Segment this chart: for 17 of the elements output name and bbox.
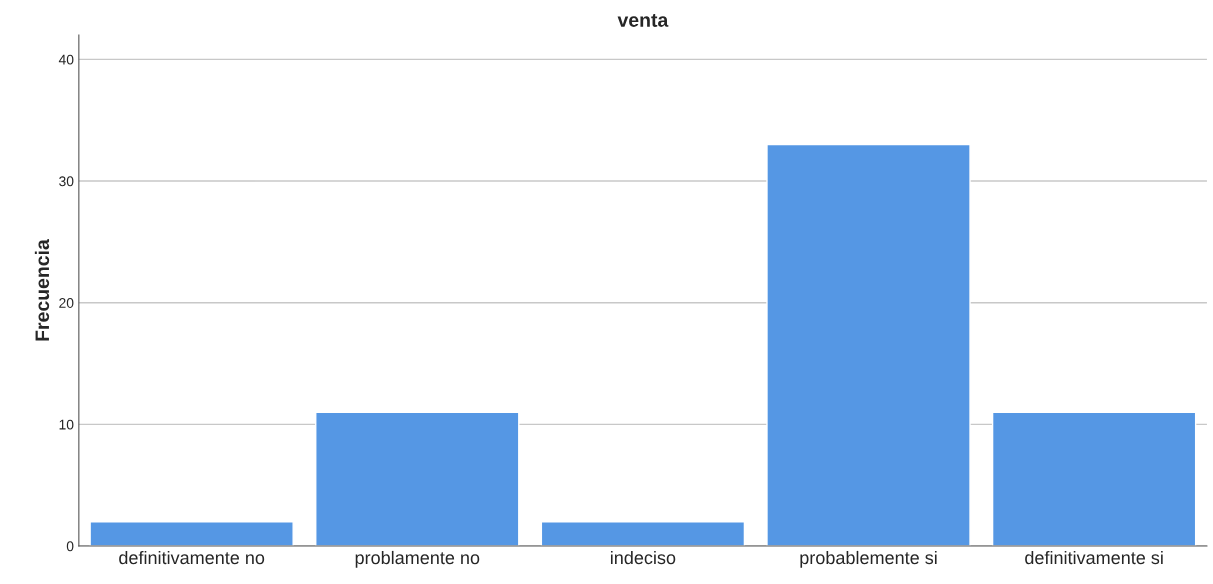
y-tick-label: 0	[66, 541, 74, 552]
x-tick-label: problamente no	[355, 550, 480, 568]
x-tick-label: definitivamente si	[1025, 550, 1163, 565]
x-tick-label: indeciso	[610, 550, 676, 565]
bar	[540, 521, 746, 547]
y-tick-label: 20	[59, 298, 74, 308]
bar	[89, 521, 294, 547]
chart-title: venta	[617, 14, 669, 27]
y-tick-label: 30	[59, 176, 74, 187]
bar	[991, 411, 1197, 547]
y-axis-title: Frecuencia	[34, 239, 50, 341]
y-tick-label: 10	[59, 419, 74, 430]
x-tick-label: definitivamente no	[119, 550, 265, 565]
bar	[766, 143, 971, 547]
x-tick-label: probablemente si	[800, 550, 937, 568]
bar	[315, 411, 520, 547]
y-tick-label: 40	[58, 54, 74, 65]
